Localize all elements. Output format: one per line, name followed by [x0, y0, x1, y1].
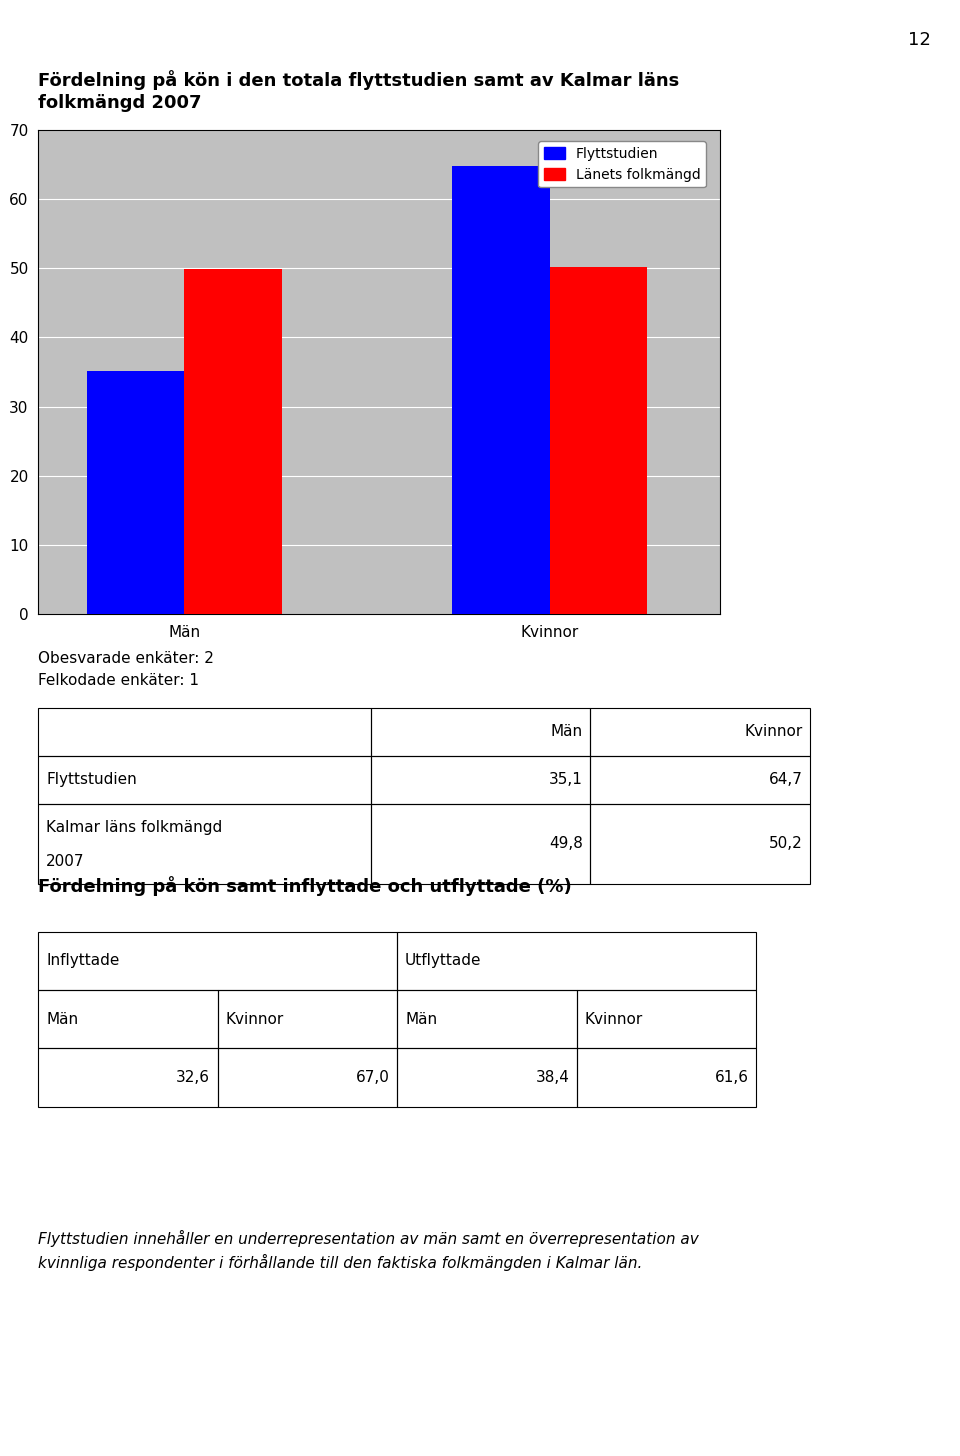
Text: 61,6: 61,6 [715, 1070, 749, 1085]
Bar [87, 371, 184, 614]
Bar [184, 269, 282, 614]
Text: Kvinnor: Kvinnor [744, 724, 803, 740]
Text: Flyttstudien innehåller en underrepresentation av män samt en överrepresentation: Flyttstudien innehåller en underrepresen… [38, 1230, 699, 1271]
Bar [452, 166, 549, 614]
Text: 2007: 2007 [46, 853, 84, 869]
Text: 64,7: 64,7 [769, 772, 803, 788]
Text: 50,2: 50,2 [769, 836, 803, 852]
Text: Obesvarade enkäter: 2
Felkodade enkäter: 1: Obesvarade enkäter: 2 Felkodade enkäter:… [38, 651, 214, 689]
Text: Utflyttade: Utflyttade [405, 954, 482, 968]
Text: 67,0: 67,0 [356, 1070, 390, 1085]
Text: Män: Män [405, 1012, 437, 1026]
Text: Kvinnor: Kvinnor [585, 1012, 643, 1026]
Text: Fördelning på kön i den totala flyttstudien samt av Kalmar läns
folkmängd 2007: Fördelning på kön i den totala flyttstud… [38, 70, 680, 112]
Text: 12: 12 [908, 31, 931, 48]
Bar [549, 266, 647, 614]
Text: Kalmar läns folkmängd: Kalmar läns folkmängd [46, 820, 223, 836]
Text: 38,4: 38,4 [536, 1070, 569, 1085]
Text: 49,8: 49,8 [549, 836, 583, 852]
Legend: Flyttstudien, Länets folkmängd: Flyttstudien, Länets folkmängd [539, 141, 707, 188]
Text: Flyttstudien: Flyttstudien [46, 772, 137, 788]
Text: Fördelning på kön samt inflyttade och utflyttade (%): Fördelning på kön samt inflyttade och ut… [38, 877, 572, 897]
Text: Män: Män [46, 1012, 78, 1026]
Text: 32,6: 32,6 [177, 1070, 210, 1085]
Text: Inflyttade: Inflyttade [46, 954, 119, 968]
Text: Män: Män [551, 724, 583, 740]
Text: 35,1: 35,1 [549, 772, 583, 788]
Text: Kvinnor: Kvinnor [226, 1012, 284, 1026]
